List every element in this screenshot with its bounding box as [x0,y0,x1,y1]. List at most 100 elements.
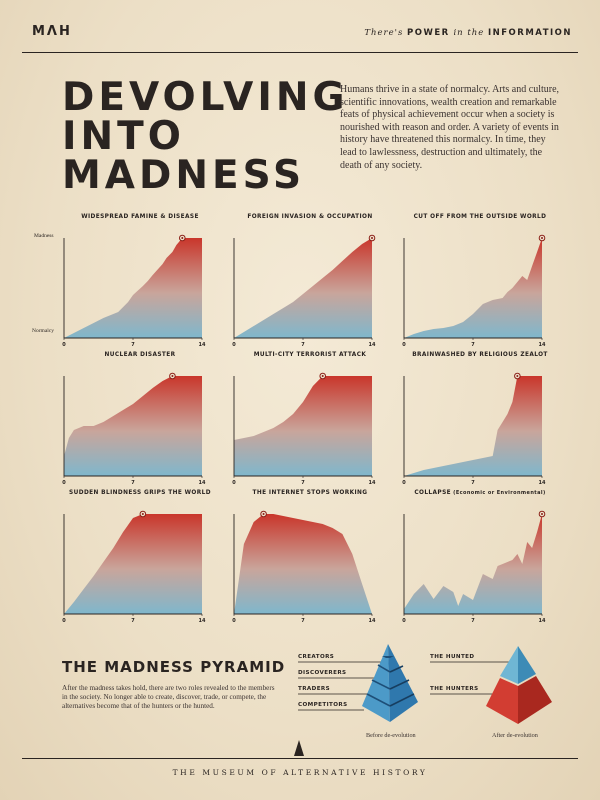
intro-paragraph: Humans thrive in a state of normalcy. Ar… [340,84,560,171]
chart-area [234,238,372,338]
chart-title: COLLAPSE (Economic or Environmental) [414,490,546,496]
chart-area [64,514,202,614]
x-tick-label: 0 [62,480,66,484]
chart-7: SUDDEN BLINDNESS GRIPS THE WORLD 0 7 14 [60,490,220,622]
chart-svg: 0 7 14 [62,510,206,622]
chart-3: CUT OFF FROM THE OUTSIDE WORLD 0 7 14 [400,214,560,346]
chart-8: THE INTERNET STOPS WORKING 0 7 14 [230,490,390,622]
x-tick-label: 7 [301,618,305,622]
title-line-1: DEVOLVING [62,75,349,120]
x-tick-label: 14 [199,342,206,346]
x-tick-label: 14 [539,342,546,346]
chart-5: MULTI-CITY TERRORIST ATTACK 0 7 14 [230,352,390,484]
x-tick-label: 14 [199,480,206,484]
x-tick-label: 0 [232,342,236,346]
chart-title: BRAINWASHED BY RELIGIOUS ZEALOT [412,352,548,358]
pyramid-title: THE MADNESS PYRAMID [62,658,286,676]
chart-subtitle: (Economic or Environmental) [451,490,546,496]
madness-point-dot [181,237,184,239]
before-pyramid [362,644,418,722]
x-tick-label: 7 [131,618,135,622]
chart-title: CUT OFF FROM THE OUTSIDE WORLD [413,214,547,220]
chart-title: SUDDEN BLINDNESS GRIPS THE WORLD [69,490,211,496]
x-tick-label: 7 [301,342,305,346]
x-tick-label: 0 [402,480,406,484]
chart-2: FOREIGN INVASION & OCCUPATION 0 7 14 [230,214,390,346]
chart-svg: 0 7 14 [232,510,376,622]
pyramid-label-hunted: THE HUNTED [430,654,475,660]
chart-area [404,376,542,476]
x-tick-label: 7 [131,480,135,484]
tagline-mid: in the [453,28,485,38]
pyramid-label-traders: TRADERS [298,686,331,692]
pyramid-label-creators: CREATORS [298,654,335,660]
top-bar: MΛH There's POWER in the INFORMATION [22,22,578,53]
x-tick-label: 0 [402,342,406,346]
chart-svg: 0 7 14 [402,510,546,622]
chart-title: NUCLEAR DISASTER [104,352,176,358]
madness-point-dot [516,375,519,377]
pyramid-description: After the madness takes hold, there are … [62,684,275,711]
x-tick-label: 14 [369,342,376,346]
chart-svg: 0 7 14 [402,234,546,346]
madness-point-dot [541,513,543,515]
x-tick-label: 14 [539,618,546,622]
x-tick-label: 0 [62,618,66,622]
madness-point-dot [141,513,144,515]
tagline-info: INFORMATION [487,28,572,38]
chart-1: WIDESPREAD FAMINE & DISEASE0714DaysMadne… [32,214,220,346]
chart-title: MULTI-CITY TERRORIST ATTACK [253,352,367,358]
tagline-pre: There's [364,28,404,38]
x-tick-label: 0 [232,480,236,484]
madness-point-dot [262,513,265,515]
x-tick-label: 0 [402,618,406,622]
pyramid-caption-before: Before de-evolution [366,732,416,739]
chart-svg: 0 7 14 [232,234,376,346]
title-line-3: MADNESS [62,153,306,198]
page-title: DEVOLVING INTO MADNESS [62,78,349,195]
chart-title: FOREIGN INVASION & OCCUPATION [247,214,373,220]
chart-svg: 0 7 14 [232,372,376,484]
pyramid-connector-lines [298,661,516,711]
x-tick-label: 14 [199,618,206,622]
chart-title: THE INTERNET STOPS WORKING [252,490,368,496]
chart-svg: 0 7 14 [402,372,546,484]
x-tick-label: 7 [471,480,475,484]
x-tick-label: 14 [539,480,546,484]
y-label-normalcy: Normalcy [32,328,54,334]
madness-point-dot [541,237,543,239]
chart-area [404,238,542,338]
pyramid-caption-after: After de-evolution [492,732,538,739]
title-line-2: INTO [62,114,185,159]
pyramid-label-competitors: COMPETITORS [298,702,348,708]
chart-area [234,376,372,476]
chart-9: COLLAPSE (Economic or Environmental) 0 7 14 [400,490,560,622]
x-tick-label: 7 [471,342,475,346]
chart-6: BRAINWASHED BY RELIGIOUS ZEALOT 0 7 14 [400,352,560,484]
x-tick-label: 7 [131,342,135,346]
tagline-power: POWER [407,28,450,38]
footer: THE MUSEUM OF ALTERNATIVE HISTORY [22,758,578,777]
chart-title: WIDESPREAD FAMINE & DISEASE [81,214,199,220]
pyramid-label-hunters: THE HUNTERS [430,686,479,692]
x-tick-label: 0 [232,618,236,622]
chart-4: NUCLEAR DISASTER 0 7 14 [60,352,220,484]
madness-point-dot [321,375,324,377]
chart-svg: 0 7 14 [62,372,206,484]
chart-svg: 0714Days [62,234,206,346]
tagline: There's POWER in the INFORMATION [364,28,572,38]
chart-area [64,376,202,476]
pyramids-graphic [298,644,552,724]
x-tick-label: 7 [471,618,475,622]
x-tick-label: 7 [301,480,305,484]
museum-logo: MΛH [32,24,72,39]
chart-area [234,514,372,614]
center-marker [294,740,304,756]
chart-area [64,238,202,338]
x-tick-label: 14 [369,480,376,484]
madness-point-dot [171,375,174,377]
chart-area [404,514,542,614]
pyramid-label-discoverers: DISCOVERERS [298,670,347,676]
x-tick-label: 0 [62,342,66,346]
